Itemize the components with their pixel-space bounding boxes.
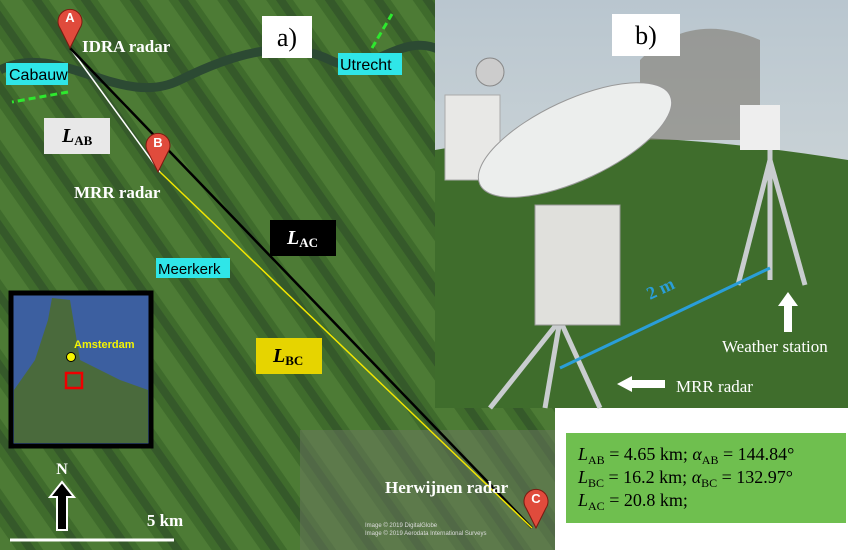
place-label: Cabauw bbox=[9, 67, 68, 84]
info-part: α bbox=[692, 467, 702, 487]
info-part: = 16.2 km; bbox=[604, 467, 692, 487]
info-part: BC bbox=[701, 476, 717, 490]
marker-b: B bbox=[145, 132, 171, 174]
info-part: AB bbox=[702, 453, 719, 467]
info-part: = 132.97° bbox=[717, 467, 793, 487]
info-part: = 20.8 km; bbox=[605, 490, 688, 510]
segment-label: LBC bbox=[272, 345, 303, 368]
north-label: N bbox=[56, 461, 68, 478]
marker-a: A bbox=[57, 8, 83, 50]
place-label: MRR radar bbox=[74, 183, 161, 202]
info-part: L bbox=[577, 467, 588, 487]
info: LAB = 4.65 km; αAB = 144.84°LBC = 16.2 k… bbox=[577, 444, 794, 513]
marker-label: B bbox=[153, 135, 162, 150]
info-box bbox=[566, 433, 846, 523]
info-part: = 144.84° bbox=[718, 444, 794, 464]
info-line: LAB = 4.65 km; αAB = 144.84° bbox=[577, 444, 794, 467]
marker-label: C bbox=[531, 491, 541, 506]
info-line: LAC = 20.8 km; bbox=[577, 490, 688, 513]
info-part: = 4.65 km; bbox=[605, 444, 693, 464]
north-arrow: N bbox=[47, 461, 77, 531]
photo-label: Weather station bbox=[722, 337, 828, 356]
place-label: Herwijnen radar bbox=[385, 478, 509, 497]
photo-label: MRR radar bbox=[676, 377, 753, 396]
credit: Image © 2019 DigitalGlobe bbox=[365, 522, 438, 529]
distance-arrow bbox=[559, 266, 771, 370]
marker-c: C bbox=[523, 488, 549, 530]
inset-label: Amsterdam bbox=[74, 339, 135, 351]
credit: Image © 2019 Aerodata International Surv… bbox=[365, 530, 487, 537]
info-part: AC bbox=[588, 499, 605, 513]
panel-label: b) bbox=[635, 21, 657, 50]
segment-label: LAC bbox=[286, 227, 318, 250]
place-label: Utrecht bbox=[340, 57, 392, 74]
info-part: α bbox=[692, 444, 702, 464]
photo: 2 m Weather station MRR radar b) bbox=[435, 0, 848, 410]
info-part: BC bbox=[588, 476, 604, 490]
panel-label: a) bbox=[277, 23, 297, 52]
place-label: Meerkerk bbox=[158, 261, 221, 278]
scale-label: 5 km bbox=[147, 511, 183, 530]
info-part: AB bbox=[588, 453, 605, 467]
info-part: L bbox=[577, 444, 588, 464]
marker-label: A bbox=[65, 10, 75, 25]
inset-map: Amsterdam bbox=[8, 290, 154, 449]
segment-label: LAB bbox=[61, 125, 93, 148]
info-line: LBC = 16.2 km; αBC = 132.97° bbox=[577, 467, 793, 490]
info-part: L bbox=[577, 490, 588, 510]
place-label: IDRA radar bbox=[82, 37, 171, 56]
